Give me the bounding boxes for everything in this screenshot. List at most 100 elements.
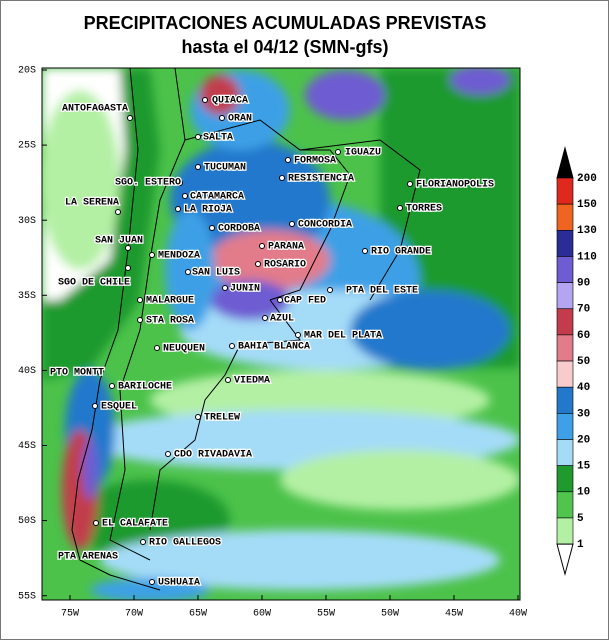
lon-tick-label: 50W: [381, 609, 399, 620]
city-label: VIEDMA: [234, 376, 270, 387]
city-label: USHUAIA: [158, 578, 200, 589]
city-dot: [109, 383, 115, 389]
city-dot: [115, 209, 121, 215]
city-dot: [149, 252, 155, 258]
lon-tick-label: 75W: [61, 609, 79, 620]
city-label: CORDOBA: [218, 224, 260, 235]
city-label: STA ROSA: [146, 316, 194, 327]
city-dot: [195, 414, 201, 420]
colorbar-label: 30: [577, 408, 590, 420]
city-dot: [175, 206, 181, 212]
lat-tick-label: 30S: [18, 216, 36, 227]
precip-field: [42, 68, 520, 600]
city-dot: [229, 343, 235, 349]
city-dot: [259, 243, 265, 249]
city-dot: [127, 115, 133, 121]
city-label: FORMOSA: [294, 156, 336, 167]
colorbar-box: [556, 282, 574, 310]
city-dot: [222, 285, 228, 291]
city-label: MALARGUE: [146, 296, 194, 307]
city-label: RIO GALLEGOS: [149, 538, 221, 549]
city-label: EL CALAFATE: [102, 519, 168, 530]
city-dot: [219, 115, 225, 121]
colorbar-box: [556, 203, 574, 231]
city-label: TORRES: [406, 204, 442, 215]
colorbar-label: 15: [577, 461, 591, 473]
colorbar-label: 20: [577, 434, 590, 446]
city-label: QUIACA: [212, 96, 248, 107]
city-dot: [225, 377, 231, 383]
lon-tick-label: 40W: [509, 609, 527, 620]
city-dot: [140, 539, 146, 545]
colorbar-label: 110: [577, 251, 597, 263]
lon-tick-label: 70W: [125, 609, 143, 620]
city-dot: [97, 553, 103, 559]
city-dot: [262, 315, 268, 321]
city-dot: [154, 345, 160, 351]
colorbar-label: 10: [577, 487, 590, 499]
city-label: CDO RIVADAVIA: [174, 450, 252, 461]
city-dot: [92, 403, 98, 409]
city-dot: [335, 149, 341, 155]
city-label: RIO GRANDE: [371, 247, 431, 258]
city-label: PTO MONTT: [50, 368, 104, 379]
colorbar-label: 90: [577, 278, 590, 290]
city-label: AZUL: [270, 314, 294, 325]
city-dot: [93, 520, 99, 526]
city-dot: [202, 97, 208, 103]
city-dot: [407, 181, 413, 187]
colorbar-label: 200: [577, 173, 597, 185]
city-dot: [195, 164, 201, 170]
map-frame: [41, 67, 521, 601]
city-label: SALTA: [203, 133, 233, 144]
city-label: ORAN: [228, 114, 252, 125]
colorbar-box: [556, 308, 574, 336]
city-label: LA RIOJA: [184, 205, 232, 216]
colorbar-label: 60: [577, 330, 590, 342]
city-dot: [362, 248, 368, 254]
city-label: IGUAZU: [345, 148, 381, 159]
city-dot: [279, 175, 285, 181]
city-dot: [97, 369, 103, 375]
city-label: BARILOCHE: [118, 382, 172, 393]
colorbar-box: [556, 334, 574, 362]
city-dot: [125, 245, 131, 251]
city-label: FLORIANOPOLIS: [416, 180, 494, 191]
colorbar-box: [556, 413, 574, 440]
city-dot: [165, 451, 171, 457]
colorbar-label: 50: [577, 356, 590, 368]
lat-tick-label: 50S: [18, 516, 36, 527]
city-dot: [125, 265, 131, 271]
city-dot: [277, 297, 283, 303]
colorbar-label: 5: [577, 513, 584, 525]
lon-tick-label: 55W: [317, 609, 335, 620]
lon-tick-label: 45W: [445, 609, 463, 620]
borders: [71, 68, 421, 591]
city-label: BAHIA BLANCA: [238, 342, 310, 353]
city-label: ESQUEL: [101, 402, 137, 413]
city-label: TUCUMAN: [204, 163, 246, 174]
city-label: SGO. ESTERO: [115, 178, 181, 189]
city-label: JUNIN: [230, 284, 260, 295]
city-label: ANTOFAGASTA: [62, 104, 128, 115]
city-label: TRELEW: [204, 413, 240, 424]
city-label: PARANA: [268, 242, 304, 253]
city-label: CONCORDIA: [298, 220, 352, 231]
city-dot: [285, 157, 291, 163]
colorbar-box: [556, 439, 574, 466]
city-dot: [327, 287, 333, 293]
colorbar-box: [556, 386, 574, 414]
colorbar-cap-bottom: [556, 543, 574, 577]
city-dot: [137, 317, 143, 323]
lon-tick-label: 65W: [189, 609, 207, 620]
city-dot: [289, 221, 295, 227]
city-dot: [182, 193, 188, 199]
title: PRECIPITACIONES ACUMULADAS PREVISTAS: [84, 13, 487, 33]
colorbar-box: [556, 360, 574, 388]
city-label: SAN LUIS: [192, 268, 240, 279]
city-dot: [295, 332, 301, 338]
city-label: CATAMARCA: [190, 192, 244, 203]
colorbar-label: 150: [577, 199, 597, 211]
city-label: NEUQUEN: [163, 344, 205, 355]
